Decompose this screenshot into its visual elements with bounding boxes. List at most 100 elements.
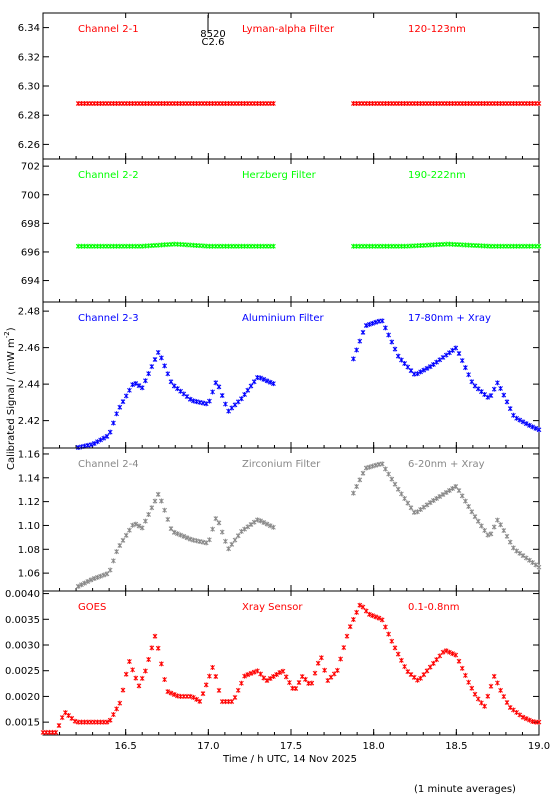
data-point: [399, 491, 404, 497]
data-point: [101, 435, 107, 441]
panel-label: 0.1-0.8nm: [408, 602, 460, 613]
data-point: [114, 706, 119, 712]
data-point: [440, 354, 446, 360]
data-point: [117, 542, 123, 548]
data-point: [379, 461, 385, 467]
y-tick-label: 0.0020: [5, 692, 40, 703]
data-point: [335, 667, 340, 673]
data-point: [53, 729, 59, 735]
data-point: [402, 361, 407, 367]
data-point: [175, 531, 180, 537]
y-tick-label: 696: [21, 247, 40, 258]
data-point: [351, 616, 356, 622]
data-point: [72, 718, 78, 724]
data-point: [267, 523, 273, 529]
data-point: [530, 424, 535, 430]
data-point: [427, 664, 433, 670]
data-point: [466, 503, 471, 509]
data-point: [491, 386, 497, 392]
data-point: [431, 362, 436, 368]
data-point: [469, 379, 475, 385]
data-point: [162, 363, 167, 369]
data-point: [504, 399, 510, 405]
panel-label: 17-80nm + Xray: [408, 313, 491, 324]
data-point: [418, 369, 423, 375]
data-point: [139, 675, 145, 681]
data-point: [370, 463, 375, 469]
y-tick-label: 0.0040: [5, 589, 40, 600]
data-point: [424, 365, 430, 371]
y-tick-label: 694: [21, 276, 40, 287]
data-point: [523, 421, 529, 427]
data-point: [283, 674, 289, 680]
data-point: [351, 356, 356, 362]
panel-label: Herzberg Filter: [242, 170, 317, 181]
data-point: [495, 680, 500, 686]
data-point: [187, 396, 193, 402]
data-point: [405, 364, 411, 370]
data-point: [498, 385, 503, 391]
data-point: [91, 440, 97, 446]
data-point: [261, 519, 267, 525]
y-tick-label: 0.0035: [5, 615, 40, 626]
data-point: [159, 661, 164, 667]
data-point: [319, 655, 324, 661]
data-point: [386, 631, 391, 637]
data-point: [114, 411, 119, 417]
data-point: [117, 404, 123, 410]
data-point: [520, 714, 526, 720]
data-point: [488, 683, 494, 689]
data-point: [261, 675, 267, 681]
data-point: [258, 671, 263, 677]
data-point: [354, 347, 359, 353]
data-point: [133, 675, 139, 681]
data-point: [434, 657, 439, 663]
data-point: [111, 558, 116, 564]
data-point: [485, 532, 491, 538]
data-point: [75, 583, 81, 589]
data-point: [469, 509, 475, 515]
data-point: [418, 507, 423, 513]
x-tick-label: 19.0: [528, 741, 550, 752]
data-point: [210, 664, 215, 670]
y-tick-label: 1.16: [18, 449, 40, 460]
data-point: [139, 525, 145, 531]
y-tick-label: 1.08: [18, 545, 40, 556]
data-point: [354, 609, 359, 615]
data-point: [139, 385, 145, 391]
data-point: [277, 670, 283, 676]
y-tick-label: 6.30: [18, 82, 40, 93]
data-point: [386, 471, 391, 477]
data-point: [373, 462, 379, 468]
data-point: [271, 524, 276, 530]
data-point: [232, 694, 238, 700]
data-point: [120, 537, 126, 543]
data-point: [408, 505, 414, 511]
data-point: [171, 529, 177, 535]
data-point: [271, 381, 276, 387]
y-tick-label: 2.42: [18, 416, 40, 427]
data-point: [434, 359, 439, 365]
data-point: [363, 322, 369, 328]
data-point: [536, 243, 542, 249]
data-point: [264, 378, 270, 384]
y-tick-label: 0.0015: [5, 718, 40, 729]
y-axis-title: Calibrated Signal / (mW m-2): [3, 327, 17, 470]
data-point: [239, 528, 244, 534]
data-point: [165, 516, 171, 522]
data-point: [475, 386, 481, 392]
data-point: [165, 371, 171, 377]
data-point: [123, 393, 129, 399]
data-point: [168, 526, 174, 532]
y-tick-label: 2.44: [18, 380, 40, 391]
y-tick-label: 698: [21, 219, 40, 230]
data-point: [203, 401, 209, 407]
data-point: [197, 399, 203, 405]
data-point: [383, 624, 388, 630]
data-point: [527, 717, 532, 723]
data-point: [191, 694, 196, 700]
data-point: [127, 527, 132, 533]
data-point: [85, 579, 91, 585]
data-point: [197, 698, 203, 704]
data-point: [242, 673, 247, 679]
